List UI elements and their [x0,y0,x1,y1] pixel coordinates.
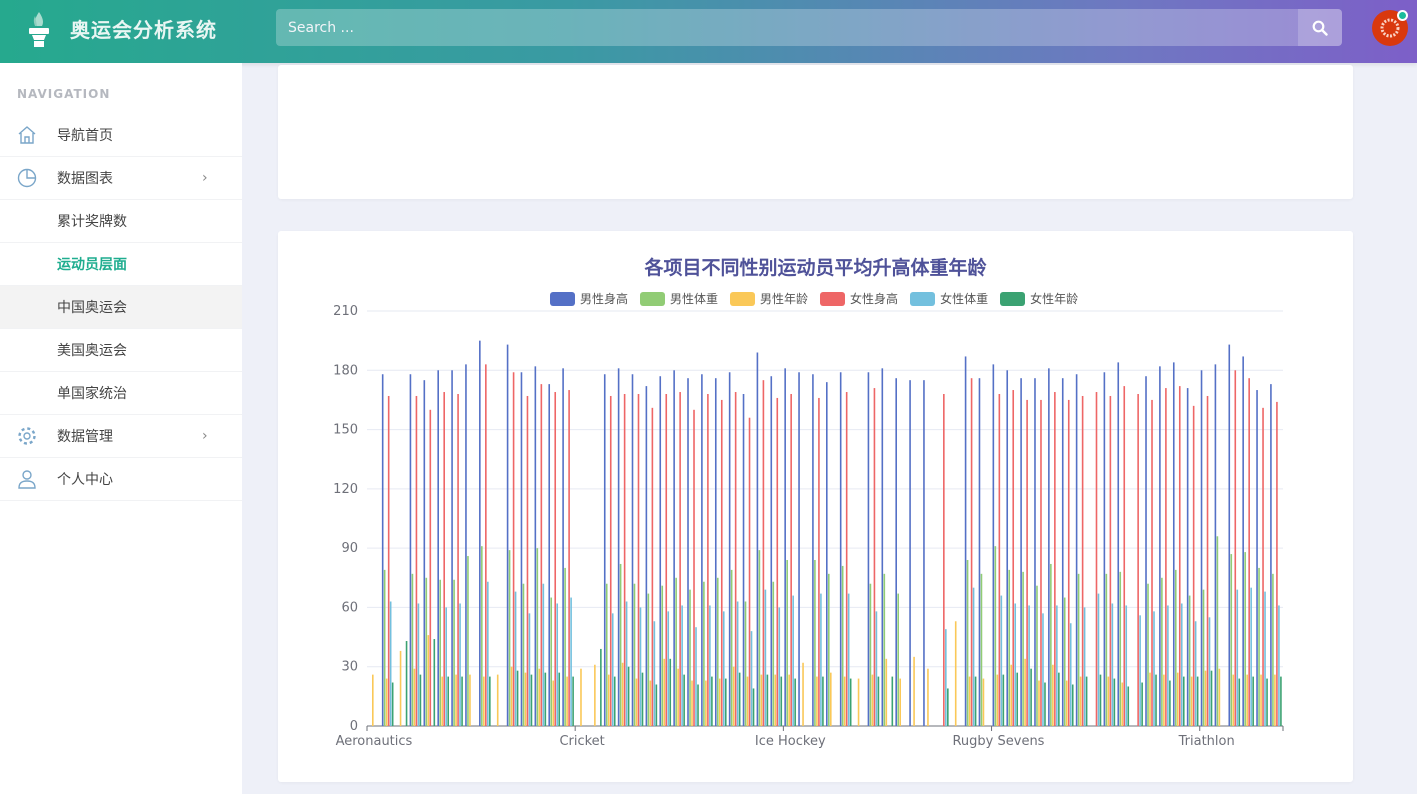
sidebar-item-2[interactable]: 累计奖牌数 [0,200,242,243]
legend-label: 女性身高 [850,292,899,306]
top-card [278,65,1353,199]
sidebar-item-1[interactable]: 数据图表 › [0,157,242,200]
legend-label: 男性年龄 [760,292,809,306]
legend-item[interactable]: 女性年龄 [1000,290,1078,307]
search-input[interactable] [276,9,1298,46]
search-bar [276,9,1342,46]
legend-item[interactable]: 男性年龄 [730,290,808,307]
legend-item[interactable]: 男性身高 [550,290,628,307]
legend-swatch [910,291,936,306]
search-icon [1312,20,1328,36]
avatar-image [1380,18,1400,38]
legend-item[interactable]: 男性体重 [640,290,718,307]
legend-swatch [730,291,756,306]
legend-swatch [1000,291,1026,306]
sidebar-item-6[interactable]: 单国家统治 [0,372,242,415]
sidebar-item-3[interactable]: 运动员层面 [0,243,242,286]
sidebar-item-8[interactable]: 个人中心 [0,458,242,501]
user-icon [16,468,38,490]
legend-item[interactable]: 女性身高 [820,290,898,307]
sidebar-item-label: 数据图表 [57,171,113,187]
chart-card: 各项目不同性别运动员平均升高体重年龄 男性身高 男性体重 男性年龄 女性身高 女性体重 女… [278,231,1353,782]
sidebar-item-label: 导航首页 [57,128,113,144]
legend-label: 女性年龄 [1030,292,1079,306]
sidebar-item-7[interactable]: 数据管理 › [0,415,242,458]
legend-label: 男性身高 [580,292,629,306]
search-button[interactable] [1298,9,1342,46]
sidebar-item-4[interactable]: 中国奥运会 [0,286,242,329]
chevron-right-icon: › [202,428,208,444]
chevron-right-icon: › [202,170,208,186]
sidebar-item-label: 运动员层面 [57,257,127,273]
pie-chart-icon [16,167,38,189]
legend-label: 男性体重 [670,292,719,306]
home-icon [16,124,38,146]
sidebar-item-label: 累计奖牌数 [57,214,127,230]
nav-heading: NAVIGATION [17,87,111,101]
sidebar-item-label: 个人中心 [57,472,113,488]
sidebar-item-label: 单国家统治 [57,386,127,402]
legend-swatch [550,291,575,306]
torch-icon [29,12,49,47]
online-status-dot [1397,10,1408,21]
legend-swatch [820,291,846,306]
legend-swatch [640,291,666,306]
chart-legend: 男性身高 男性体重 男性年龄 女性身高 女性体重 女性年龄 [550,290,1090,307]
top-header: 奥运会分析系统 [0,0,1417,63]
legend-item[interactable]: 女性体重 [910,290,988,307]
sidebar: NAVIGATION 导航首页数据图表 › 累计奖牌数运动员层面中国奥运会美国奥运会… [0,63,242,794]
sidebar-item-0[interactable]: 导航首页 [0,114,242,157]
chart-title: 各项目不同性别运动员平均升高体重年龄 [644,257,987,279]
app-title: 奥运会分析系统 [70,18,217,42]
nav-menu: 导航首页数据图表 › 累计奖牌数运动员层面中国奥运会美国奥运会单国家统治数据管理 › 个… [0,114,242,501]
sidebar-item-label: 中国奥运会 [57,300,127,316]
legend-label: 女性体重 [940,292,989,306]
sidebar-item-label: 美国奥运会 [57,343,127,359]
sidebar-item-label: 数据管理 [57,429,113,445]
gear-icon [16,425,38,447]
sidebar-item-5[interactable]: 美国奥运会 [0,329,242,372]
